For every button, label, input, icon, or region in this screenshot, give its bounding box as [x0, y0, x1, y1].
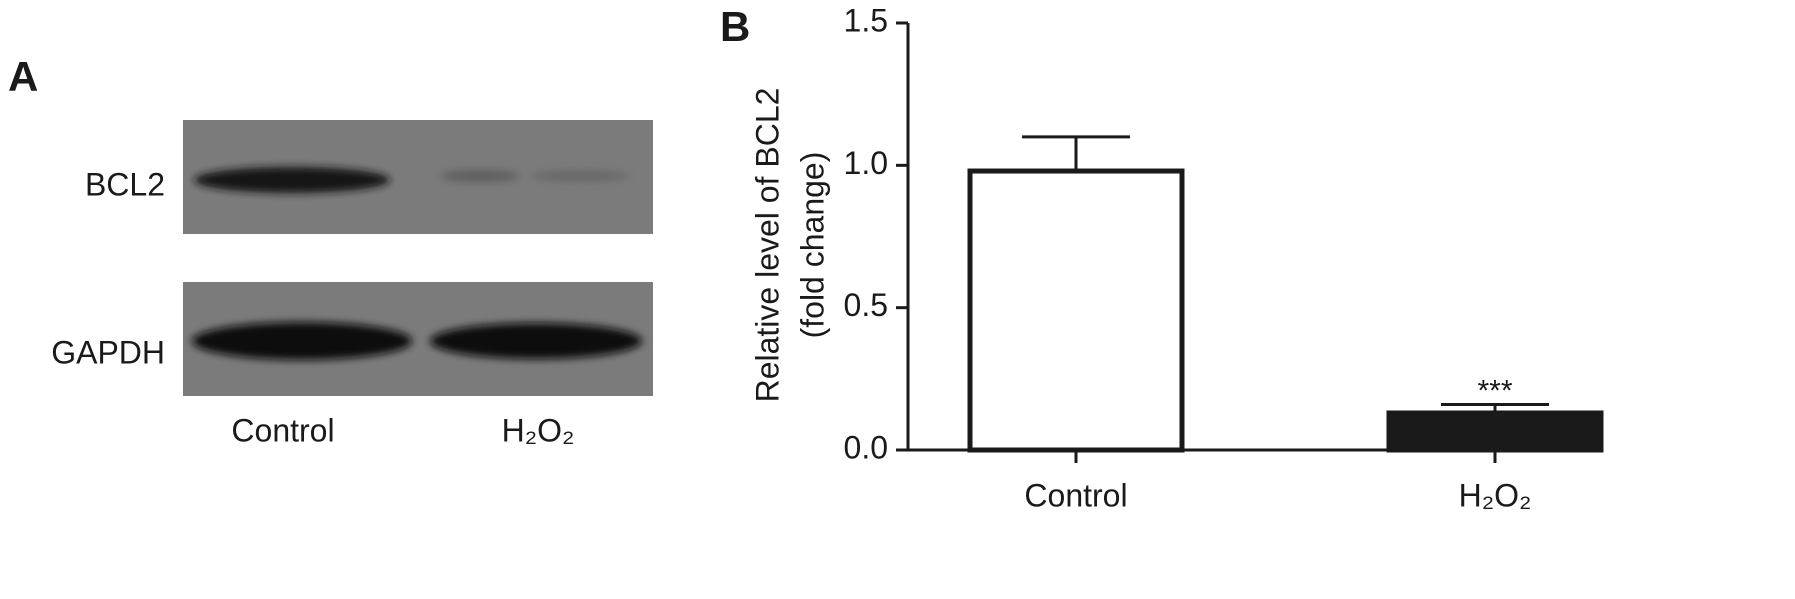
x-tick-label: H₂O₂: [1459, 477, 1532, 513]
blot-bands: [192, 167, 642, 360]
lane-label: Control: [231, 412, 334, 448]
y-axis-label: Relative level of BCL2: [749, 88, 785, 403]
y-tick-label: 1.5: [844, 2, 888, 38]
band: [530, 171, 630, 181]
bar: [967, 168, 1185, 453]
band: [194, 167, 390, 193]
band: [440, 170, 520, 182]
y-tick-label: 0.5: [844, 287, 888, 323]
bar: [1386, 410, 1604, 453]
significance: ***: [1477, 374, 1512, 407]
panel-label: A: [8, 53, 38, 100]
panel-label: B: [720, 3, 750, 50]
lane-label: H₂O₂: [502, 412, 575, 448]
blot-row-label: BCL2: [85, 166, 165, 202]
y-axis-label: (fold change): [794, 152, 830, 339]
band: [192, 322, 412, 360]
blot-row-label: GAPDH: [51, 334, 165, 370]
band: [430, 323, 642, 359]
y-tick-label: 1.0: [844, 145, 888, 181]
x-tick-label: Control: [1024, 477, 1127, 513]
y-tick-label: 0.0: [844, 429, 888, 465]
